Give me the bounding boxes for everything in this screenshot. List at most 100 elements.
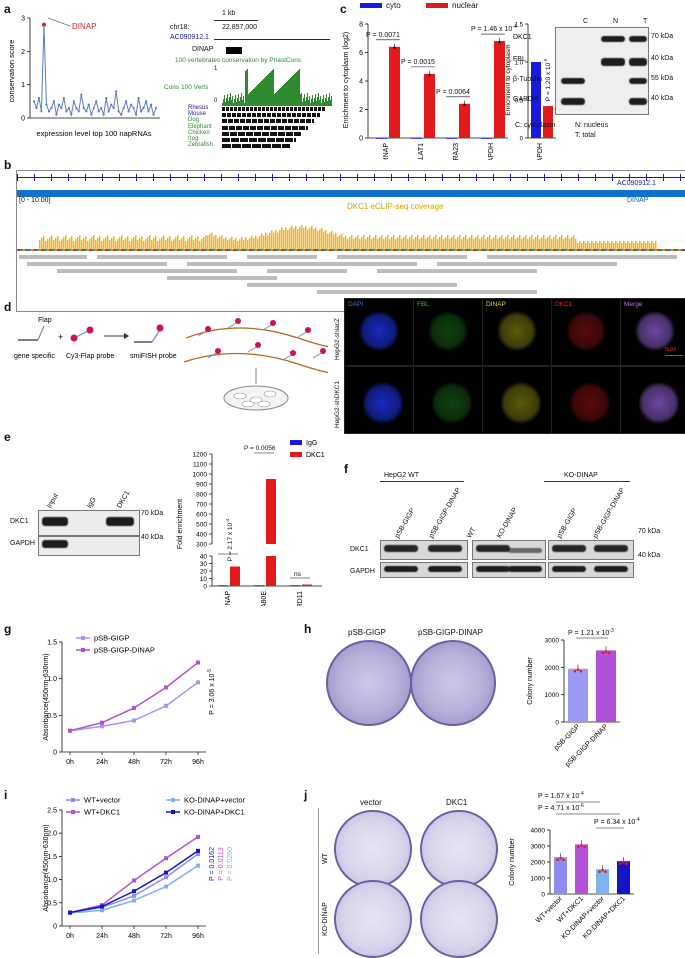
f-band-gapdh (428, 566, 462, 572)
d-probe-dot (320, 348, 326, 354)
b-cov-bar (45, 241, 47, 249)
x-tick-label: 96h (192, 759, 204, 766)
cons-bar (300, 94, 301, 106)
cons-bar (319, 100, 320, 106)
b-tick (459, 174, 460, 181)
b-cov-bar (265, 232, 267, 249)
b-cov-bar (591, 241, 593, 249)
b-cov-bar (343, 237, 345, 249)
b-cov-bar (641, 243, 643, 249)
replicate-dot (556, 858, 559, 861)
b-cov-bar (623, 241, 625, 249)
y-tick-label: 1100 (193, 462, 207, 469)
browser-gene: AC090912.1 (170, 34, 209, 41)
b-cov-bar (219, 236, 221, 249)
e-row-dkc1: DKC1 (10, 518, 29, 525)
series-line (69, 853, 199, 914)
b-tick (119, 174, 120, 181)
b-cov-bar (595, 241, 597, 249)
b-cov-bar (251, 235, 253, 249)
species-row: Mouse (170, 111, 330, 118)
b-cov-bar (469, 237, 471, 249)
b-cov-bar (109, 240, 111, 249)
b-cov-bar (435, 235, 437, 249)
h-dish-label-1: pSB-GIGP (348, 628, 386, 637)
legend-marker (71, 810, 75, 814)
b-cov-bar (141, 236, 143, 249)
c-dot (498, 40, 501, 44)
b-cov-bar (183, 236, 185, 249)
b-cov-bar (89, 239, 91, 249)
b-cov-bar (507, 235, 509, 249)
browser-coord: 22,857,000 (222, 24, 258, 31)
panel-label-c: c (340, 2, 347, 16)
a-data-point (100, 106, 103, 110)
cons-bar (324, 102, 325, 106)
cons-bar (265, 77, 266, 106)
b-cov-bar (121, 235, 123, 249)
cons-bar (241, 93, 242, 106)
d-scalebar (665, 355, 683, 356)
replicate-dot (622, 860, 625, 864)
cons-bar (299, 69, 300, 106)
f-band-gapdh (476, 566, 510, 572)
series-marker (100, 908, 104, 913)
species-alignment (222, 144, 290, 149)
b-cov-bar (289, 227, 291, 249)
cons-bar (259, 83, 260, 106)
b-cov-bar (325, 230, 327, 249)
j-col-dkc1: DKC1 (446, 798, 468, 807)
b-cov-bar (537, 235, 539, 249)
y-tick-label: 8 (359, 22, 363, 29)
b-tick (408, 174, 409, 181)
b-cov-bar (533, 239, 535, 249)
b-cov-bar (407, 239, 409, 249)
cons-bar (230, 93, 231, 106)
b-cov-bar (237, 240, 239, 249)
y-tick-label: 3 (21, 16, 25, 23)
b-tick (527, 174, 528, 181)
d-micrograph (482, 366, 552, 434)
c-ylabel: Enrichment to cytoplasm (log2) (343, 32, 350, 128)
a-data-point (122, 106, 125, 110)
y-tick-label: 2.0 (47, 831, 57, 838)
a-data-point (72, 100, 75, 103)
b-cov-bar (379, 237, 381, 249)
b-cov-bar (617, 243, 619, 249)
cons-bar (223, 99, 224, 106)
f-lane-label: WT (466, 526, 478, 540)
replicate-dot (598, 870, 601, 873)
b-tick (663, 174, 664, 181)
series-marker (68, 910, 72, 915)
b-cov-bar (51, 235, 53, 249)
b-read (377, 269, 537, 273)
b-cov-bar (205, 235, 207, 249)
b-tick (170, 174, 171, 181)
b-cov-bar (541, 237, 543, 249)
d-nucleus (570, 381, 610, 425)
b-read (27, 262, 167, 266)
b-tick (187, 174, 188, 181)
b-cov-bar (421, 237, 423, 249)
c-bar (494, 41, 505, 138)
b-tick (493, 174, 494, 181)
b-cov-bar (53, 240, 55, 249)
replicate-dot (601, 651, 605, 655)
y-tick-label: 3000 (545, 638, 560, 645)
b-cov-bar (383, 239, 385, 249)
a-data-point (65, 110, 68, 113)
b-tick (340, 174, 341, 181)
b-read (97, 255, 227, 259)
b-cov-bar (465, 235, 467, 249)
d-micrograph: Merge 5μM (620, 298, 685, 366)
b-cov-bar (511, 237, 513, 249)
browser-gene-line (214, 39, 330, 40)
b-cov-bar (397, 237, 399, 249)
b-cov-bar (477, 235, 479, 249)
b-cov-bar (613, 243, 615, 249)
f-lane-label: pSB-GIGP (556, 507, 579, 540)
series-marker (132, 878, 136, 883)
j-row-ko: KO-DINAP (322, 902, 329, 936)
c-x-tick-label: SNORA23 (453, 143, 460, 160)
a-data-point (102, 113, 105, 116)
